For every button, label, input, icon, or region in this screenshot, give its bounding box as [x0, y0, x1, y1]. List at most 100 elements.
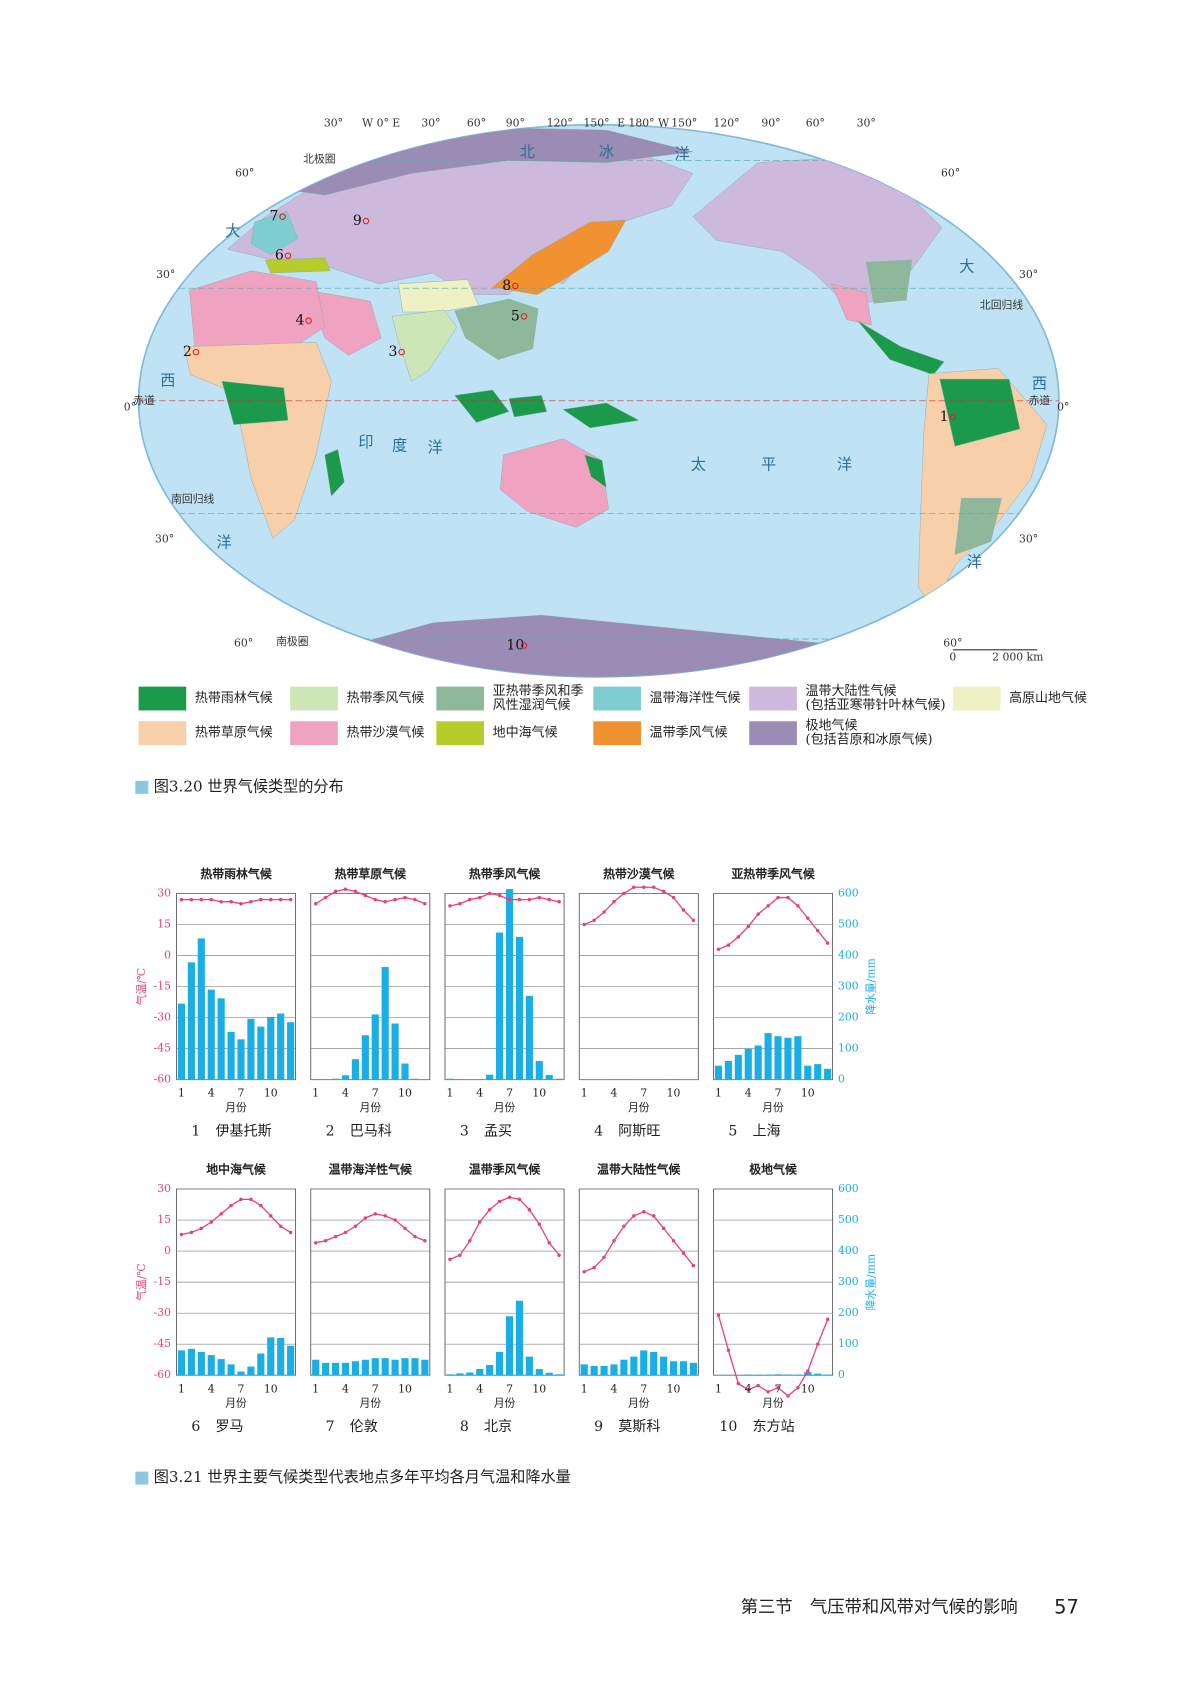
- temp-point: [602, 1255, 606, 1260]
- x-tick-label: 7: [238, 1087, 245, 1100]
- x-tick-label: 7: [506, 1382, 513, 1395]
- temp-point: [736, 935, 741, 939]
- legend-label: 温带海洋性气候: [650, 690, 741, 706]
- map-label: E 180° W: [617, 117, 670, 130]
- x-tick-label: 10: [398, 1087, 412, 1100]
- precip-bar: [257, 1026, 265, 1080]
- station-number: 5: [728, 1124, 737, 1140]
- temp-point: [517, 1197, 522, 1202]
- station-marker: [520, 642, 528, 649]
- y-axis-title: 气温/℃: [134, 1263, 148, 1300]
- x-tick-label: 4: [208, 1087, 215, 1100]
- precip-bar: [535, 1369, 543, 1376]
- y2-tick-label: 500: [838, 1213, 859, 1226]
- map-label: 洋: [428, 438, 443, 456]
- precip-bar: [227, 1364, 235, 1376]
- map-label: 30°: [156, 268, 175, 281]
- station-name: 北京: [484, 1419, 512, 1435]
- temp-point: [716, 1313, 721, 1317]
- y2-tick-label: 0: [838, 1368, 845, 1381]
- precip-bar: [590, 1365, 598, 1376]
- temp-point: [776, 895, 780, 900]
- map-label: 4: [295, 313, 304, 329]
- x-tick-label: 1: [447, 1087, 454, 1100]
- precip-bar: [351, 1361, 359, 1376]
- temp-point: [746, 1387, 750, 1392]
- temp-point: [229, 1203, 233, 1208]
- temp-point: [825, 1317, 830, 1322]
- precip-bar: [660, 1356, 668, 1376]
- temp-point: [786, 895, 790, 900]
- temp-point: [259, 1203, 263, 1208]
- temp-point: [423, 902, 427, 906]
- precip-bar: [331, 1362, 340, 1376]
- map-label: 大: [959, 258, 974, 276]
- temp-point: [651, 1214, 656, 1218]
- x-tick-label: 4: [611, 1087, 618, 1100]
- temp-line: [449, 1196, 560, 1260]
- y2-axis-title: 降水量/mm: [864, 1254, 878, 1311]
- temp-point: [487, 891, 492, 896]
- figure-caption: 图3.21 世界主要气候类型代表地点多年平均各月气温和降水量: [154, 1468, 571, 1486]
- temp-point: [642, 1210, 646, 1214]
- precip-bar: [714, 1065, 723, 1080]
- precip-bar: [267, 1016, 275, 1080]
- temp-line: [449, 892, 560, 907]
- temp-point: [671, 895, 676, 900]
- map-label: 赤道: [133, 393, 155, 407]
- map-label: 0: [949, 650, 956, 663]
- map-region: [183, 342, 332, 539]
- precip-bar: [505, 889, 514, 1080]
- precip-bar: [177, 1003, 186, 1080]
- x-tick-label: 1: [312, 1087, 319, 1100]
- temp-point: [383, 899, 387, 904]
- map-label: 0°: [124, 400, 136, 413]
- station-marker: [305, 317, 312, 324]
- temp-point: [756, 912, 760, 916]
- x-tick-label: 10: [398, 1382, 412, 1395]
- chart-title: 极地气候: [749, 1163, 798, 1177]
- legend-swatch: [749, 686, 797, 711]
- chart-title: 热带草原气候: [335, 867, 408, 881]
- station-number: 7: [326, 1419, 335, 1435]
- x-tick-label: 1: [715, 1087, 722, 1100]
- precip-bar: [197, 938, 205, 1080]
- precip-bar: [341, 1362, 350, 1376]
- temp-point: [179, 897, 184, 902]
- precip-bar: [381, 1358, 389, 1376]
- precip-bar: [630, 1356, 638, 1376]
- temp-point: [497, 893, 502, 898]
- precip-bar: [177, 1350, 186, 1376]
- map-label: 北: [520, 143, 535, 161]
- temp-point: [373, 897, 377, 902]
- temp-point: [622, 891, 626, 896]
- legend-label: (包括苔原和冰原气候): [806, 732, 933, 748]
- temp-line: [181, 898, 291, 905]
- y2-tick-label: 600: [838, 1182, 859, 1195]
- x-tick-label: 4: [208, 1382, 215, 1395]
- temp-point: [219, 899, 223, 904]
- precip-bar: [247, 1366, 255, 1376]
- precip-bar: [331, 1078, 340, 1080]
- temp-point: [582, 1270, 586, 1274]
- precip-bar: [217, 1359, 225, 1376]
- map-label: 30°: [1019, 268, 1038, 281]
- map-label: 60°: [941, 166, 960, 179]
- x-axis-label: 月份: [494, 1396, 516, 1409]
- y-tick-label: -15: [154, 980, 172, 993]
- x-tick-label: 10: [801, 1382, 815, 1395]
- station-marker: [520, 313, 528, 320]
- precip-bar: [371, 1358, 379, 1376]
- precip-bar: [391, 1359, 399, 1376]
- x-axis-label: 月份: [628, 1101, 650, 1114]
- temp-point: [726, 943, 731, 947]
- temp-point: [448, 1257, 452, 1262]
- precip-bar: [371, 1014, 379, 1080]
- temp-point: [632, 885, 636, 889]
- map-label: 120°: [713, 117, 739, 130]
- map-region: [391, 309, 458, 382]
- precip-bar: [535, 1061, 543, 1080]
- legend-swatch: [593, 686, 641, 711]
- station-marker: [362, 217, 370, 225]
